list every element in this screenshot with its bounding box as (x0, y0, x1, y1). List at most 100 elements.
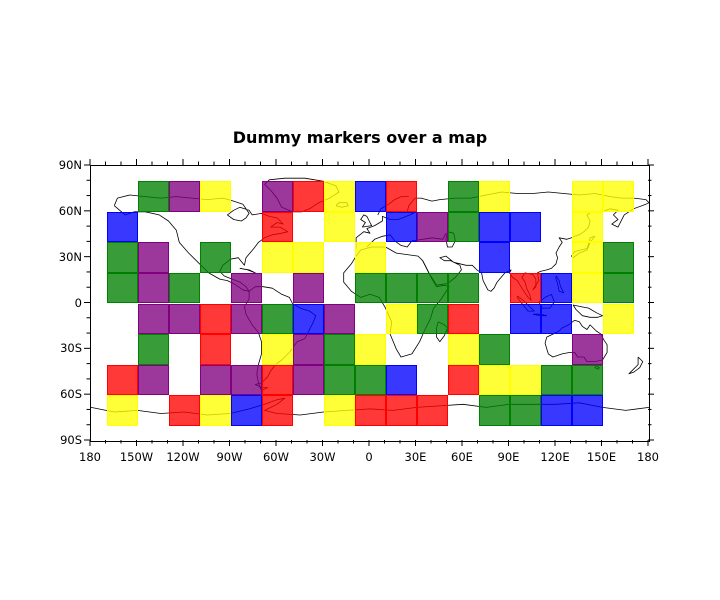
marker-square (323, 334, 355, 365)
marker-square (416, 272, 448, 304)
marker-square (478, 395, 510, 426)
chart-title: Dummy markers over a map (232, 128, 488, 147)
marker-square (199, 303, 231, 335)
marker-square (323, 211, 355, 243)
marker-square (385, 211, 417, 243)
marker-square (447, 211, 479, 243)
marker-square (478, 334, 510, 365)
marker-square (292, 272, 324, 304)
marker-square (540, 364, 572, 396)
marker-square (478, 364, 510, 396)
coastline-africa (343, 246, 450, 358)
marker-square (292, 181, 324, 212)
coastline-cuba (239, 268, 256, 274)
marker-square (602, 181, 634, 212)
coastline-new_zealand (628, 356, 644, 375)
marker-square (540, 303, 572, 335)
marker-square (571, 242, 603, 273)
marker-square (168, 272, 200, 304)
marker-square (385, 395, 417, 426)
marker-square (261, 211, 293, 243)
marker-square (168, 303, 200, 335)
marker-square (261, 303, 293, 335)
marker-square (261, 364, 293, 396)
marker-square (261, 395, 293, 426)
marker-square (571, 364, 603, 396)
marker-square (509, 303, 541, 335)
marker-square (137, 303, 169, 335)
marker-square (137, 242, 169, 273)
marker-square (199, 395, 231, 426)
marker-square (509, 364, 541, 396)
marker-square (416, 395, 448, 426)
marker-square (106, 211, 138, 243)
marker-square (261, 181, 293, 212)
marker-square (540, 272, 572, 304)
marker-square (323, 303, 355, 335)
marker-square (199, 364, 231, 396)
marker-square (385, 364, 417, 396)
x-tick-label: 60E (451, 450, 473, 464)
marker-square (509, 211, 541, 243)
marker-square (137, 272, 169, 304)
marker-square (571, 181, 603, 212)
x-tick-label: 120E (540, 450, 570, 464)
y-tick-label: 0 (74, 295, 82, 310)
x-tick-label: 90E (497, 450, 520, 464)
marker-square (292, 242, 324, 273)
marker-square (292, 303, 324, 335)
y-tick-label: 30N (58, 249, 82, 264)
marker-square (137, 181, 169, 212)
x-tick-label: 180 (637, 450, 659, 464)
y-tick-label: 90S (60, 433, 82, 447)
marker-square (602, 303, 634, 335)
marker-square (354, 272, 386, 304)
y-tick-label: 30S (60, 341, 82, 356)
coastline-new_guinea (572, 304, 603, 318)
marker-square (354, 181, 386, 212)
marker-square (230, 303, 262, 335)
y-tick-label: 90N (58, 158, 82, 172)
marker-square (602, 272, 634, 304)
marker-square (323, 181, 355, 212)
marker-square (230, 364, 262, 396)
marker-square (509, 395, 541, 426)
marker-square (199, 242, 231, 273)
marker-square (199, 181, 231, 212)
marker-square (168, 181, 200, 212)
marker-square (509, 272, 541, 304)
x-tick-label: 30W (309, 450, 336, 464)
marker-square (137, 334, 169, 365)
marker-square (106, 242, 138, 273)
x-tick-label: 120W (166, 450, 200, 464)
x-tick-label: 0 (365, 450, 373, 464)
marker-square (385, 303, 417, 335)
plot-area (90, 165, 650, 442)
marker-square (261, 334, 293, 365)
marker-square (478, 181, 510, 212)
marker-square (106, 395, 138, 426)
x-tick-label: 90W (216, 450, 243, 464)
coastline-uk (360, 214, 373, 228)
marker-square (292, 364, 324, 396)
x-tick-label: 60W (262, 450, 290, 464)
marker-square (354, 334, 386, 365)
marker-square (602, 242, 634, 273)
marker-square (385, 181, 417, 212)
marker-square (168, 395, 200, 426)
marker-square (385, 272, 417, 304)
x-tick-label: 180 (79, 450, 101, 464)
marker-square (106, 364, 138, 396)
marker-square (230, 395, 262, 426)
marker-square (447, 334, 479, 365)
marker-square (447, 364, 479, 396)
marker-square (354, 364, 386, 396)
marker-square (354, 395, 386, 426)
y-tick-label: 60N (58, 203, 82, 218)
x-tick-label: 150W (119, 450, 154, 464)
marker-square (571, 334, 603, 365)
marker-square (571, 211, 603, 243)
marker-square (571, 395, 603, 426)
marker-square (478, 242, 510, 273)
